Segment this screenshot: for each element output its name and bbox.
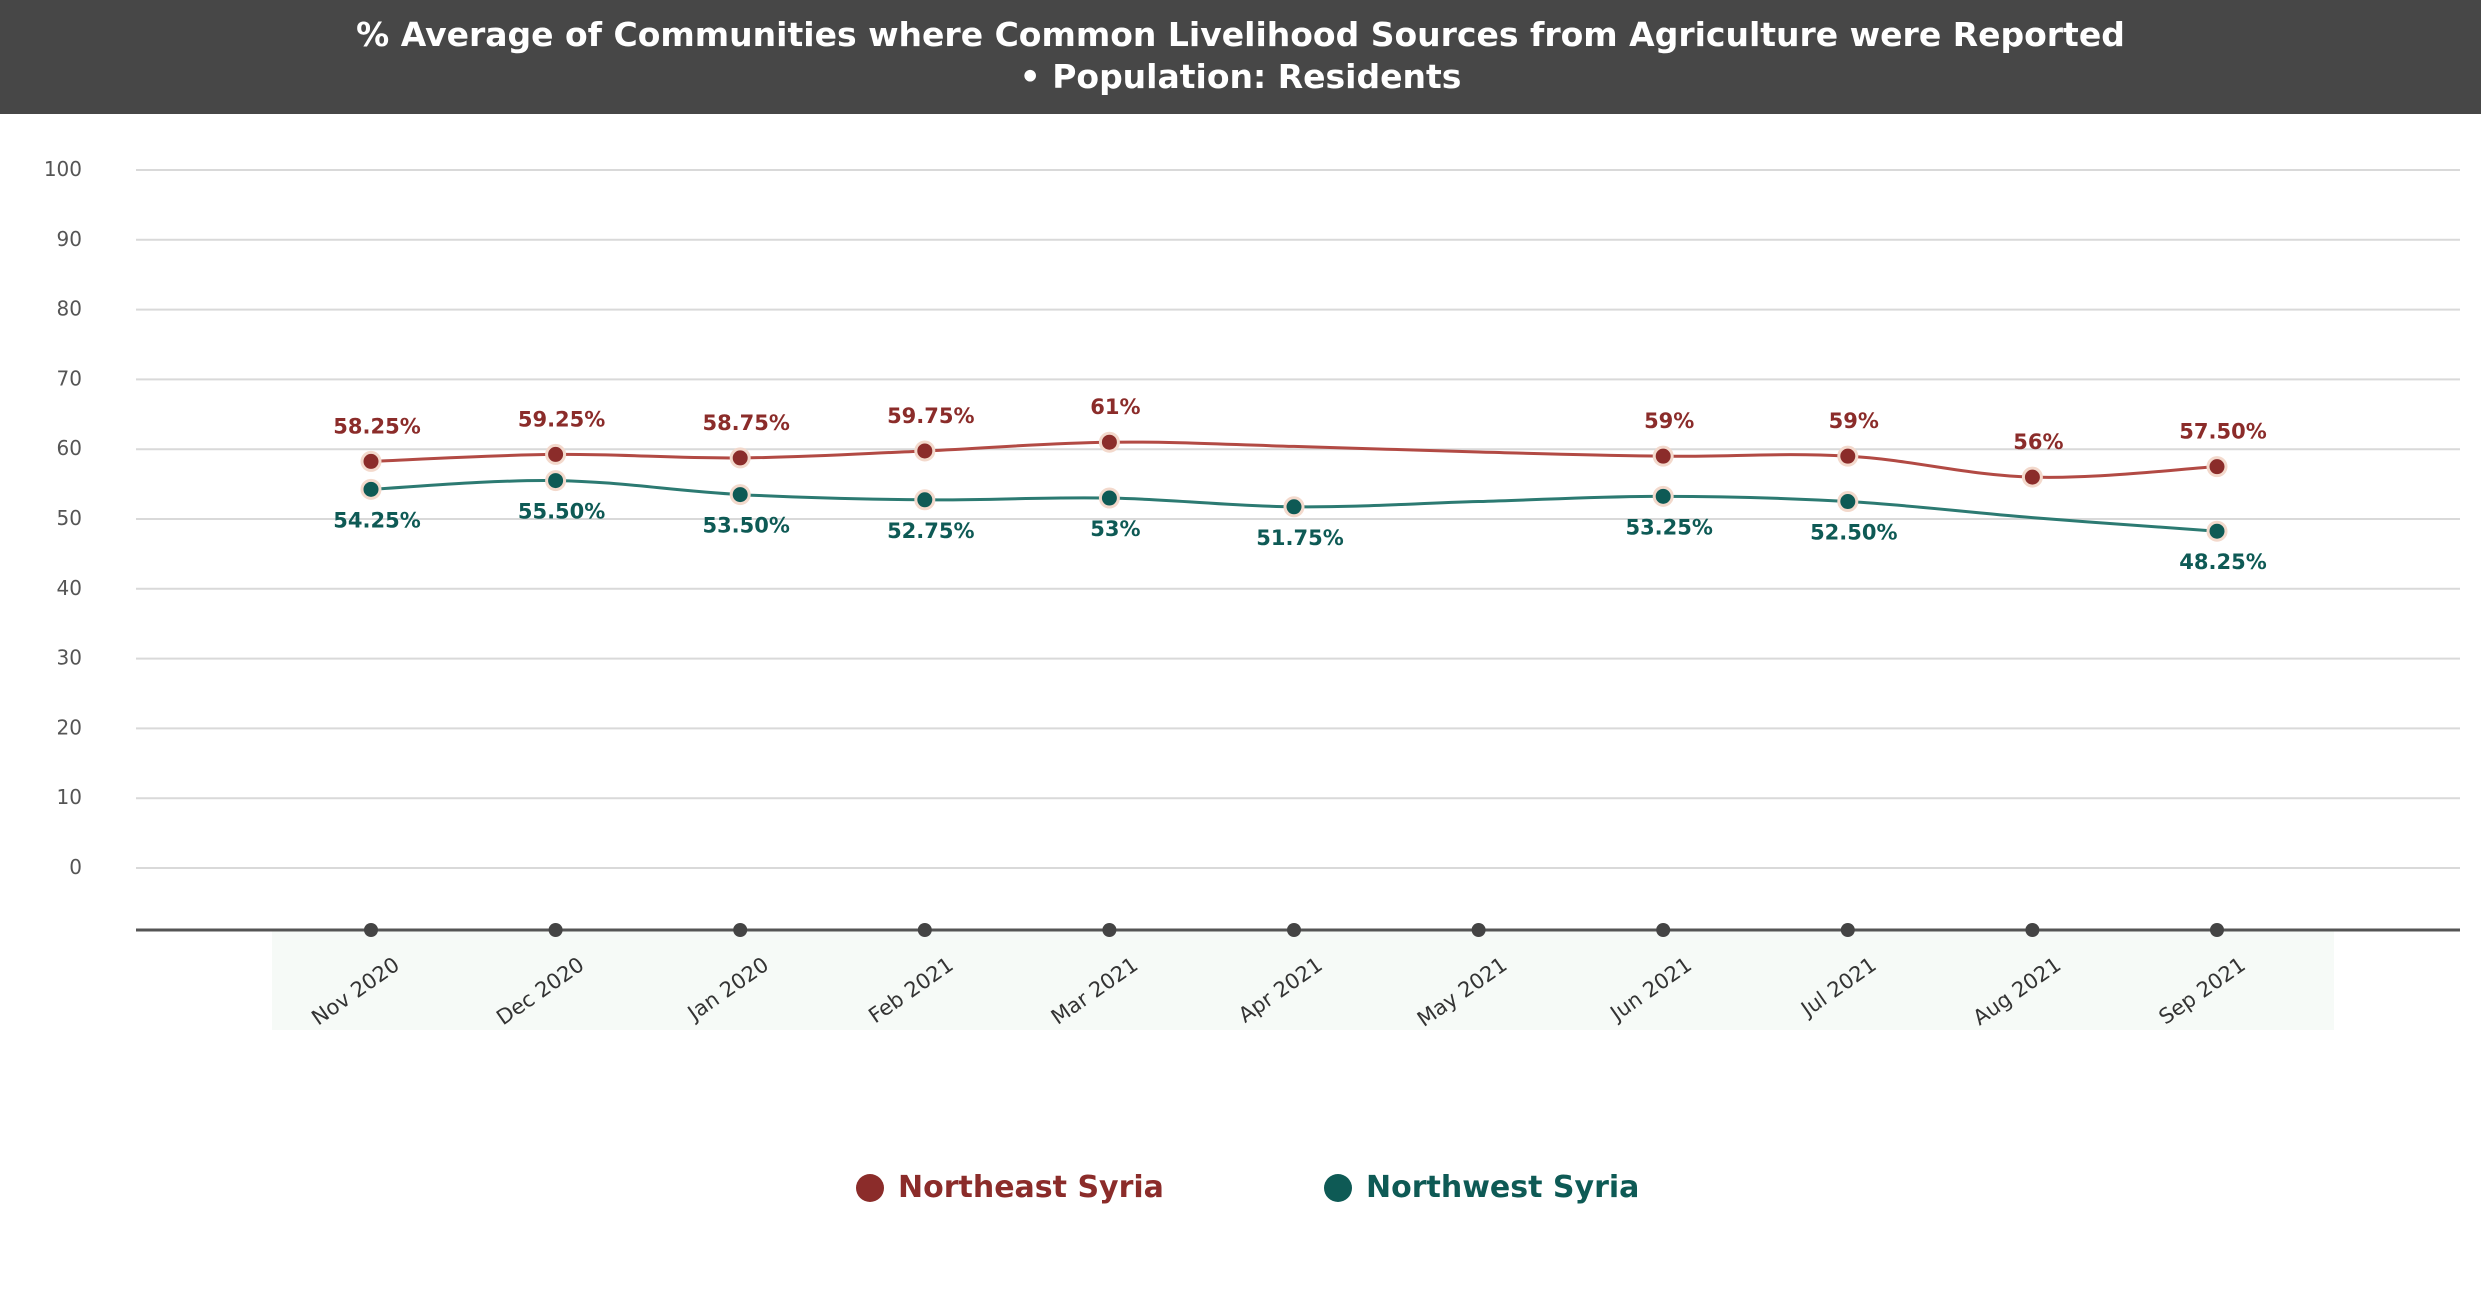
x-tick-marker bbox=[917, 923, 932, 937]
x-tick-marker bbox=[1656, 923, 1671, 937]
data-label-northwest: 52.50% bbox=[1810, 521, 1897, 545]
y-tick-label: 0 bbox=[69, 855, 82, 879]
x-tick-marker bbox=[2025, 923, 2040, 937]
x-tick-marker bbox=[2210, 923, 2224, 937]
series-line-northeast bbox=[370, 440, 2218, 479]
data-point-northwest[interactable] bbox=[1098, 487, 1120, 509]
x-tick-marker bbox=[1471, 923, 1486, 937]
data-point-northwest[interactable] bbox=[1283, 496, 1305, 518]
series-layer bbox=[360, 431, 2228, 542]
data-label-northwest: 54.25% bbox=[333, 508, 420, 532]
data-label-northeast: 61% bbox=[1090, 395, 1140, 419]
data-label-northeast: 57.50% bbox=[2179, 420, 2266, 444]
y-tick-label: 60 bbox=[57, 436, 82, 460]
chart-legend: Northeast Syria Northwest Syria bbox=[0, 1170, 2481, 1220]
legend-item-northeast[interactable]: Northeast Syria bbox=[856, 1170, 1164, 1205]
data-point-northwest[interactable] bbox=[914, 489, 936, 511]
data-label-northwest: 53% bbox=[1090, 517, 1140, 541]
data-label-northwest: 51.75% bbox=[1256, 526, 1343, 550]
data-point-northeast[interactable] bbox=[545, 443, 567, 465]
data-point-northwest[interactable] bbox=[1837, 491, 1859, 513]
x-tick-marker bbox=[733, 923, 748, 937]
y-tick-label: 50 bbox=[57, 506, 82, 530]
legend-marker-northeast bbox=[856, 1173, 884, 1202]
x-tick-marker bbox=[1840, 923, 1855, 937]
data-point-northeast[interactable] bbox=[914, 440, 936, 462]
data-label-northeast: 59% bbox=[1829, 409, 1879, 433]
y-tick-label: 70 bbox=[57, 366, 82, 390]
y-tick-label: 100 bbox=[44, 157, 82, 181]
data-label-northeast: 59.25% bbox=[518, 407, 605, 431]
x-tick-marker bbox=[1102, 923, 1117, 937]
chart-title-bar: % Average of Communities where Common Li… bbox=[0, 0, 2481, 114]
legend-item-northwest[interactable]: Northwest Syria bbox=[1324, 1170, 1639, 1205]
legend-label-northwest: Northwest Syria bbox=[1366, 1170, 1640, 1205]
data-label-northeast: 59.75% bbox=[887, 404, 974, 428]
data-point-northeast[interactable] bbox=[360, 450, 382, 472]
data-label-northeast: 58.75% bbox=[702, 411, 789, 435]
chart-title-line-1: % Average of Communities where Common Li… bbox=[356, 15, 2125, 54]
data-point-northeast[interactable] bbox=[1652, 445, 1674, 467]
data-point-northwest[interactable] bbox=[360, 478, 382, 500]
legend-label-northeast: Northeast Syria bbox=[898, 1170, 1164, 1205]
y-tick-label: 10 bbox=[57, 785, 82, 809]
data-point-northeast[interactable] bbox=[729, 447, 751, 469]
data-label-northwest: 53.50% bbox=[702, 514, 789, 538]
x-axis: Nov 2020 Dec 2020 Jan 2020 Feb 2021 Mar 2021… bbox=[136, 923, 2460, 1031]
data-label-northwest: 52.75% bbox=[887, 519, 974, 543]
y-tick-label: 90 bbox=[57, 227, 82, 251]
data-label-northeast: 56% bbox=[2013, 430, 2063, 454]
data-label-northwest: 55.50% bbox=[518, 500, 605, 524]
x-tick-marker bbox=[364, 923, 378, 937]
data-label-northwest: 53.25% bbox=[1625, 515, 1712, 539]
data-point-northeast[interactable] bbox=[1837, 445, 1859, 467]
y-tick-label: 30 bbox=[57, 646, 82, 670]
grid-layer bbox=[136, 169, 2460, 869]
data-point-northwest[interactable] bbox=[545, 470, 567, 492]
data-label-northeast: 58.25% bbox=[333, 414, 420, 438]
data-label-layer: 58.25% 59.25% 58.75% 59.75% 61% 59% 59% 56% 57.5… bbox=[333, 395, 2266, 574]
x-tick-marker bbox=[548, 923, 563, 937]
data-point-northeast[interactable] bbox=[2021, 466, 2043, 488]
legend-marker-northwest bbox=[1324, 1173, 1352, 1202]
data-point-northeast[interactable] bbox=[1098, 431, 1120, 453]
y-tick-label: 20 bbox=[57, 715, 82, 739]
y-tick-label: 40 bbox=[57, 576, 82, 600]
data-label-northeast: 59% bbox=[1644, 409, 1694, 433]
chart-title-line-2: • Population: Residents bbox=[1019, 57, 1462, 96]
x-tick-marker bbox=[1287, 923, 1301, 937]
data-label-northwest: 48.25% bbox=[2179, 550, 2266, 574]
data-point-northwest[interactable] bbox=[2206, 520, 2228, 542]
data-point-northwest[interactable] bbox=[729, 484, 751, 506]
y-tick-label: 80 bbox=[57, 297, 82, 321]
data-point-northwest[interactable] bbox=[1652, 485, 1674, 507]
x-axis-band bbox=[272, 930, 2334, 1030]
data-point-northeast[interactable] bbox=[2206, 456, 2228, 478]
